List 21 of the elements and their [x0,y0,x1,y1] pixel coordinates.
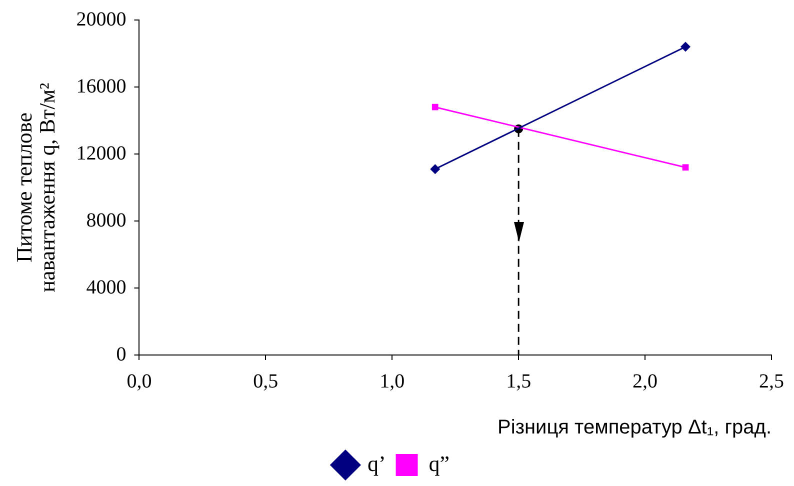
y-tick-label: 8000 [86,209,126,232]
point [430,164,440,174]
x-tick-label: 1,0 [380,370,405,392]
point [680,42,691,52]
y-tick-label: 20000 [76,8,126,30]
y-tick-label: 4000 [86,276,126,298]
legend-label: q’ [367,450,386,476]
x-tick-label: 1,5 [506,370,532,392]
y-tick-label: 16000 [76,75,126,98]
x-tick-label: 0,0 [126,370,152,392]
x-tick-label: 0,5 [253,370,278,392]
x-tick-label: 2,0 [632,370,658,392]
y-tick-label: 0 [116,343,126,366]
y-tick-label: 12000 [76,142,126,164]
x-tick-label: 2,5 [759,370,784,392]
legend-label: q” [428,450,450,476]
text: Питоме теплове [11,112,36,262]
text: навантаження q, Вт/м² [34,82,60,292]
x-axis-title: Різниця температур Δt₁, град. [498,416,772,439]
point [432,104,438,110]
point [682,164,689,171]
